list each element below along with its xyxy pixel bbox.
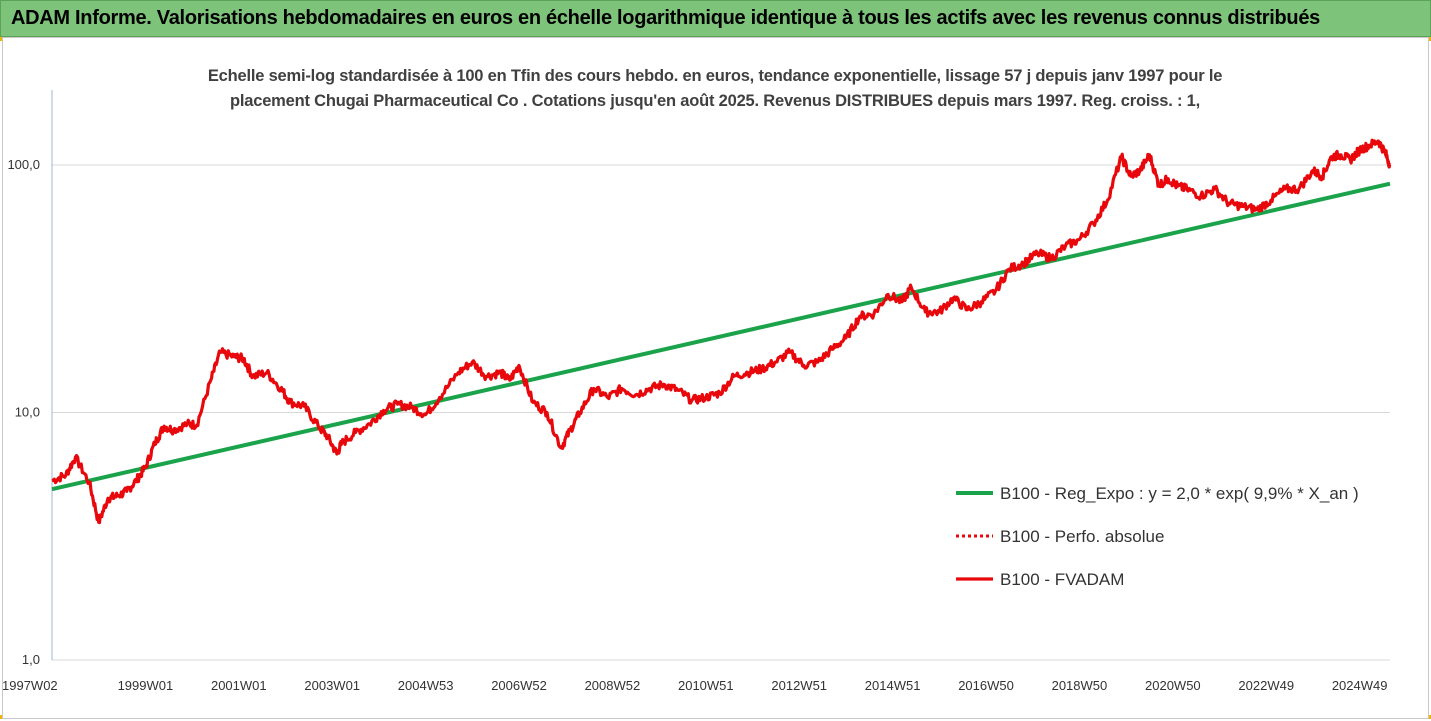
x-tick-label: 2014W51 [865, 678, 921, 693]
x-tick-label: 2008W52 [585, 678, 641, 693]
y-tick-label: 10,0 [15, 405, 40, 420]
chart-area [2, 37, 1429, 719]
x-tick-label: 2010W51 [678, 678, 734, 693]
x-tick-label: 2004W53 [398, 678, 454, 693]
x-tick-labels: 1997W02 1999W01 2001W01 2003W01 2004W53 2006W… [2, 678, 1387, 693]
x-tick-label: 2022W49 [1238, 678, 1294, 693]
series-lines [51, 138, 1392, 525]
chart-subtitle: Echelle semi-log standardisée à 100 en T… [207, 67, 1223, 110]
x-tick-label: 2001W01 [211, 678, 267, 693]
fvadam-line [51, 138, 1392, 525]
x-tick-label: 2024W49 [1332, 678, 1388, 693]
legend: B100 - Reg_Expo : y = 2,0 * exp( 9,9% * … [956, 484, 1359, 589]
x-tick-label: 2012W51 [771, 678, 827, 693]
trend-line [51, 181, 1391, 492]
x-tick-label: 1997W02 [2, 678, 58, 693]
x-tick-label: 1999W01 [118, 678, 174, 693]
report-header: ADAM Informe. Valorisations hebdomadaire… [0, 0, 1431, 37]
gridlines [52, 164, 1390, 661]
legend-label: B100 - Reg_Expo : y = 2,0 * exp( 9,9% * … [1000, 484, 1359, 503]
y-tick-label: 100,0 [7, 157, 40, 172]
x-tick-label: 2018W50 [1052, 678, 1108, 693]
y-tick-label: 1,0 [22, 652, 40, 667]
legend-label: B100 - Perfo. absolue [1000, 527, 1164, 546]
legend-label: B100 - FVADAM [1000, 570, 1124, 589]
x-tick-label: 2016W50 [958, 678, 1014, 693]
x-tick-label: 2020W50 [1145, 678, 1201, 693]
y-tick-labels: 1,0 10,0 100,0 [7, 157, 40, 667]
report-title: ADAM Informe. Valorisations hebdomadaire… [11, 7, 1320, 29]
x-tick-label: 2006W52 [491, 678, 547, 693]
x-tick-label: 2003W01 [304, 678, 360, 693]
